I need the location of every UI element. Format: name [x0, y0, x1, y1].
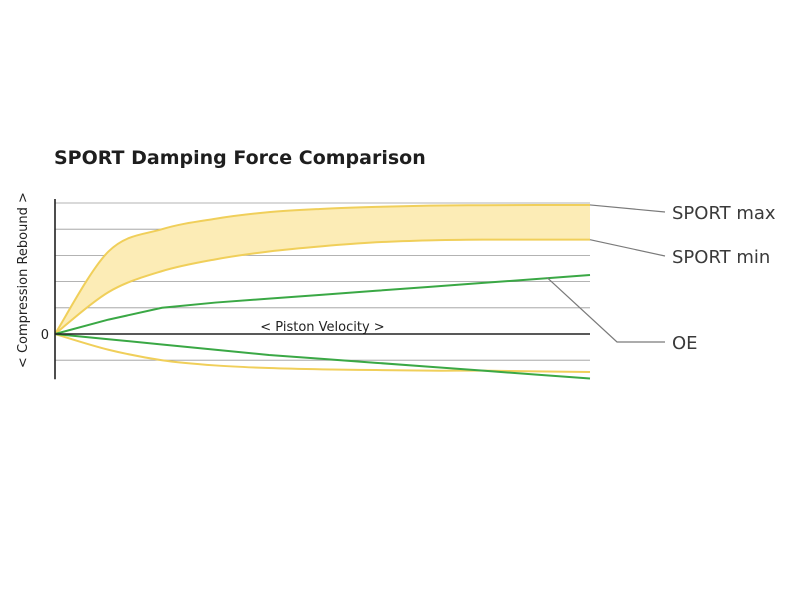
legend-sport-max: SPORT max [672, 203, 776, 224]
origin-label: 0 [41, 328, 49, 343]
legend-oe-leader [546, 277, 665, 343]
x-axis-label: < Piston Velocity > [260, 320, 384, 335]
sport-range-band [55, 204, 590, 334]
chart-labels: < Piston Velocity > < Compression Rebound… [16, 192, 776, 368]
legend-oe: OE [672, 333, 698, 354]
sport-min-line [54, 238, 590, 335]
y-axis-label: < Compression Rebound > [16, 192, 31, 368]
legend-sport-min: SPORT min [672, 247, 770, 268]
legend-sport-min-leader [589, 239, 666, 257]
series-lines [54, 203, 591, 380]
legend-sport-max-leader [589, 204, 666, 213]
sport-band [55, 204, 590, 334]
sport-max-line [54, 203, 591, 335]
sport-rebound-line [54, 333, 591, 373]
chart-title: SPORT Damping Force Comparison [54, 147, 426, 169]
axes [54, 199, 590, 380]
